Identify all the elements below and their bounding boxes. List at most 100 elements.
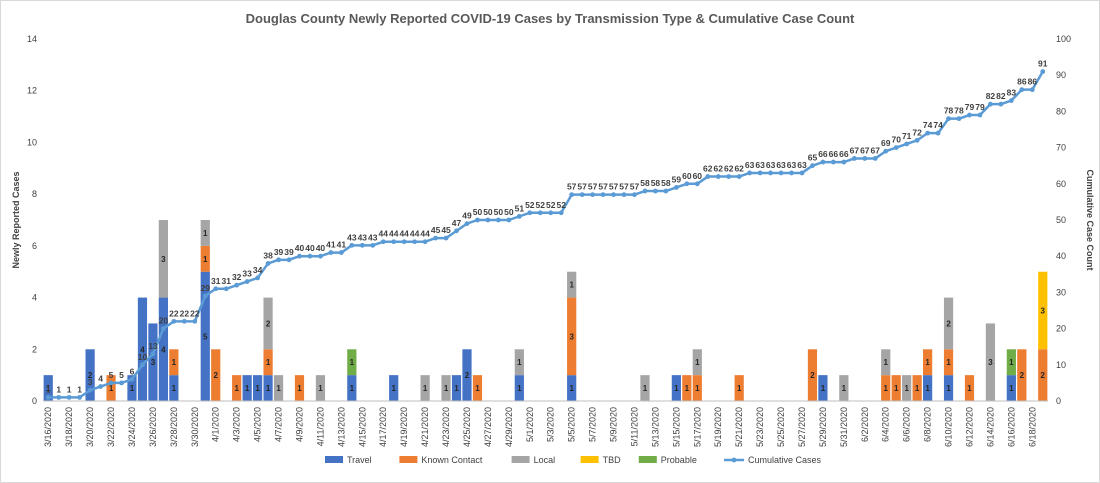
- cumulative-point: [914, 137, 920, 143]
- bar-value-label: 1: [109, 384, 114, 393]
- cumulative-point: [276, 257, 281, 263]
- x-tick-label: 3/18/2020: [64, 407, 74, 447]
- cumulative-value-label: 57: [588, 182, 598, 192]
- cumulative-value-label: 38: [263, 250, 273, 260]
- cumulative-value-label: 71: [902, 131, 912, 141]
- bar-travel: [389, 375, 399, 401]
- legend-item-known-contact: Known Contact: [399, 455, 483, 465]
- cumulative-point: [286, 257, 292, 263]
- cumulative-value-label: 57: [598, 182, 608, 192]
- x-tick-label: 5/13/2020: [650, 407, 660, 447]
- bar-local: [514, 349, 524, 376]
- bar-value-label: 1: [695, 358, 700, 367]
- cumulative-value-label: 1: [46, 384, 51, 394]
- bar-value-label: 1: [695, 384, 700, 393]
- bar-value-label: 1: [1009, 384, 1014, 393]
- legend-swatch: [580, 456, 599, 463]
- cumulative-point: [213, 286, 219, 292]
- legend-item-cumulative-cases: Cumulative Cases: [724, 455, 822, 465]
- cumulative-point: [506, 217, 512, 223]
- x-tick-label: 3/30/2020: [190, 407, 200, 447]
- cumulative-value-label: 58: [651, 178, 661, 188]
- y2-axis-title: Cumulative Case Count: [1085, 169, 1095, 270]
- cumulative-value-label: 50: [494, 207, 504, 217]
- cumulative-point: [1029, 87, 1035, 93]
- cumulative-point: [893, 145, 899, 151]
- x-tick-label: 5/17/2020: [692, 407, 702, 447]
- cumulative-point: [422, 239, 428, 245]
- cumulative-point: [768, 170, 773, 176]
- bar-known-contact: [472, 375, 483, 401]
- cumulative-value-label: 41: [337, 240, 347, 250]
- cumulative-series-line: [48, 70, 1044, 399]
- bar-value-label: 1: [821, 384, 826, 393]
- cumulative-point: [77, 394, 83, 400]
- bar-value-label: 1: [904, 384, 909, 393]
- cumulative-value-label: 44: [420, 229, 430, 239]
- cumulative-point: [223, 286, 229, 292]
- bar-value-label: 1: [569, 281, 574, 290]
- cumulative-point: [789, 170, 794, 176]
- bar-known-contact: [1038, 349, 1048, 401]
- cumulative-point: [129, 376, 135, 382]
- cumulative-point: [841, 159, 847, 165]
- bar-travel: [253, 375, 263, 401]
- cumulative-point: [202, 293, 208, 299]
- cumulative-value-label: 62: [724, 164, 734, 174]
- x-tick-label: 5/31/2020: [839, 407, 849, 447]
- cumulative-point: [684, 181, 690, 187]
- cumulative-point: [747, 170, 753, 176]
- cumulative-point: [255, 275, 261, 281]
- cumulative-value-label: 39: [284, 247, 294, 257]
- y-tick-label: 14: [27, 34, 37, 44]
- cumulative-value-label: 57: [609, 182, 619, 192]
- bar-value-label: 1: [172, 358, 177, 367]
- cumulative-point: [45, 394, 51, 400]
- y2-tick-label: 100: [1056, 34, 1071, 44]
- cumulative-point: [1008, 98, 1014, 103]
- cumulative-point: [548, 210, 554, 216]
- bar-known-contact: [106, 375, 116, 401]
- cumulative-value-label: 57: [577, 182, 587, 192]
- cumulative-value-label: 31: [221, 276, 231, 286]
- cumulative-value-label: 49: [462, 211, 472, 221]
- bar-value-label: 5: [203, 332, 208, 341]
- x-tick-label: 5/25/2020: [776, 407, 786, 447]
- bar-value-label: 1: [203, 255, 208, 264]
- bar-value-label: 2: [946, 319, 951, 328]
- bar-value-label: 1: [894, 384, 899, 393]
- cumulative-point: [569, 192, 575, 198]
- bar-value-label: 1: [391, 384, 396, 393]
- cumulative-point: [946, 116, 951, 122]
- x-tick-label: 5/7/2020: [588, 407, 598, 442]
- legend-item-probable: Probable: [638, 455, 697, 465]
- cumulative-point: [967, 112, 972, 118]
- y2-tick-label: 10: [1056, 360, 1066, 370]
- cumulative-point: [56, 394, 62, 400]
- bar-value-label: 3: [151, 358, 156, 367]
- x-tick-label: 4/29/2020: [504, 407, 514, 447]
- cumulative-value-label: 79: [975, 102, 985, 112]
- y2-tick-label: 60: [1056, 179, 1066, 189]
- cumulative-value-label: 40: [316, 243, 326, 253]
- cumulative-value-label: 43: [368, 232, 378, 242]
- x-tick-label: 6/10/2020: [944, 407, 954, 447]
- bar-value-label: 1: [203, 229, 208, 238]
- bar-local: [263, 297, 273, 350]
- cumulative-value-label: 63: [766, 160, 776, 170]
- x-tick-label: 4/25/2020: [462, 407, 472, 447]
- bar-known-contact: [912, 375, 922, 401]
- cumulative-point: [810, 163, 815, 169]
- bar-value-label: 2: [810, 371, 815, 380]
- cumulative-point: [433, 235, 438, 241]
- cumulative-value-label: 70: [891, 135, 901, 145]
- cumulative-point: [935, 130, 941, 136]
- x-tick-label: 5/29/2020: [818, 407, 828, 447]
- cumulative-value-label: 5: [109, 370, 114, 380]
- cumulative-value-label: 83: [1007, 88, 1017, 98]
- cumulative-value-label: 79: [965, 102, 975, 112]
- cumulative-point: [862, 156, 868, 161]
- cumulative-value-label: 45: [431, 225, 441, 235]
